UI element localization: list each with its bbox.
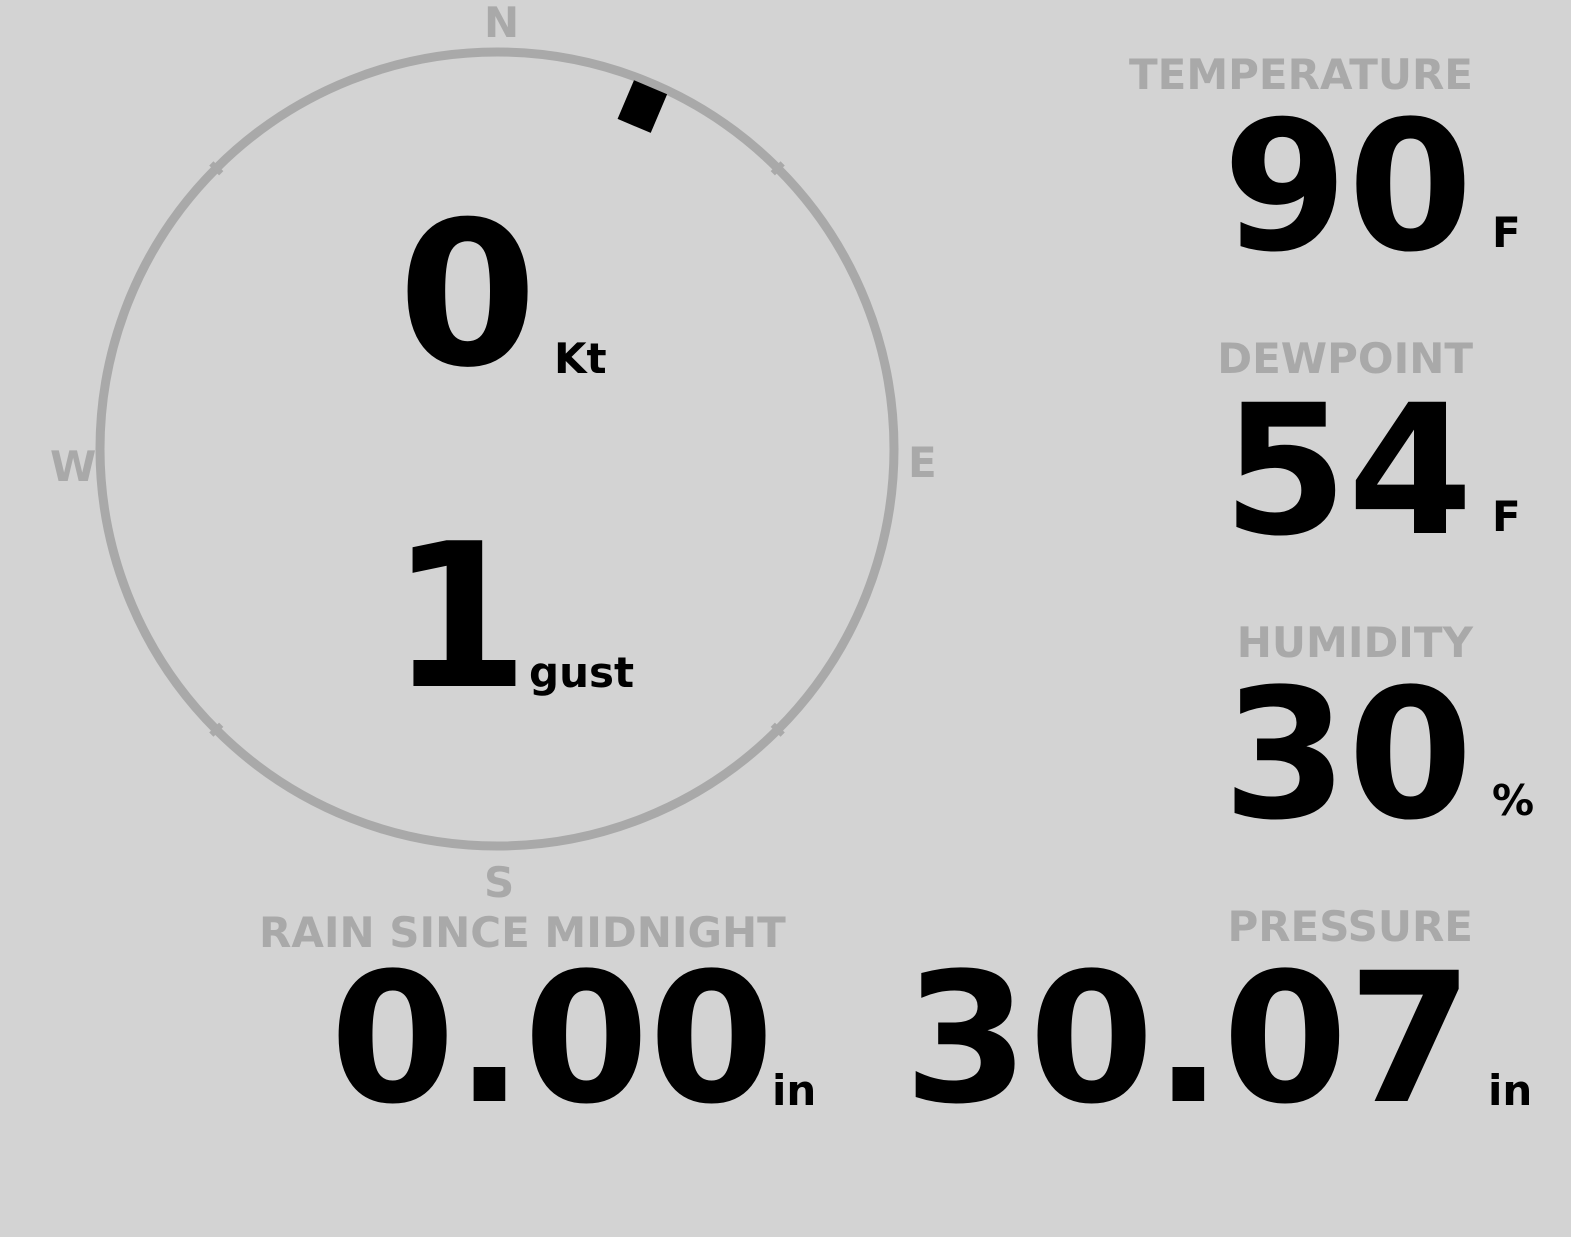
- dewpoint-label: DEWPOINT: [1217, 334, 1473, 383]
- humidity-label: HUMIDITY: [1236, 618, 1473, 667]
- wind-gust-value: 1: [390, 501, 530, 734]
- compass-ring: [95, 47, 899, 851]
- wind-speed-unit: Kt: [554, 334, 607, 383]
- humidity-unit: %: [1492, 776, 1535, 825]
- wind-speed-value: 0: [398, 179, 538, 412]
- pressure-unit: in: [1488, 1066, 1533, 1115]
- compass-tick: [209, 161, 224, 176]
- pressure-value: 30.07: [903, 935, 1473, 1144]
- compass-tick: [770, 722, 785, 737]
- temperature-label: TEMPERATURE: [1129, 50, 1473, 99]
- dewpoint-value: 54: [1222, 367, 1474, 576]
- dewpoint-unit: F: [1492, 492, 1521, 541]
- wind-gust-unit: gust: [529, 648, 635, 697]
- temperature-value: 90: [1222, 83, 1474, 292]
- compass-west: W: [50, 442, 97, 491]
- wind-compass: [95, 47, 899, 851]
- compass-south: S: [484, 858, 515, 907]
- pressure-label: PRESSURE: [1227, 902, 1473, 951]
- rain-unit: in: [772, 1066, 817, 1115]
- rain-label: RAIN SINCE MIDNIGHT: [259, 908, 786, 957]
- rain-value: 0.00: [330, 935, 775, 1144]
- temperature-unit: F: [1492, 208, 1521, 257]
- wind-direction-indicator: [617, 80, 668, 133]
- compass-tick: [770, 161, 785, 176]
- compass-tick: [209, 722, 224, 737]
- compass-east: E: [908, 438, 937, 487]
- humidity-value: 30: [1222, 651, 1474, 860]
- compass-north: N: [484, 0, 520, 47]
